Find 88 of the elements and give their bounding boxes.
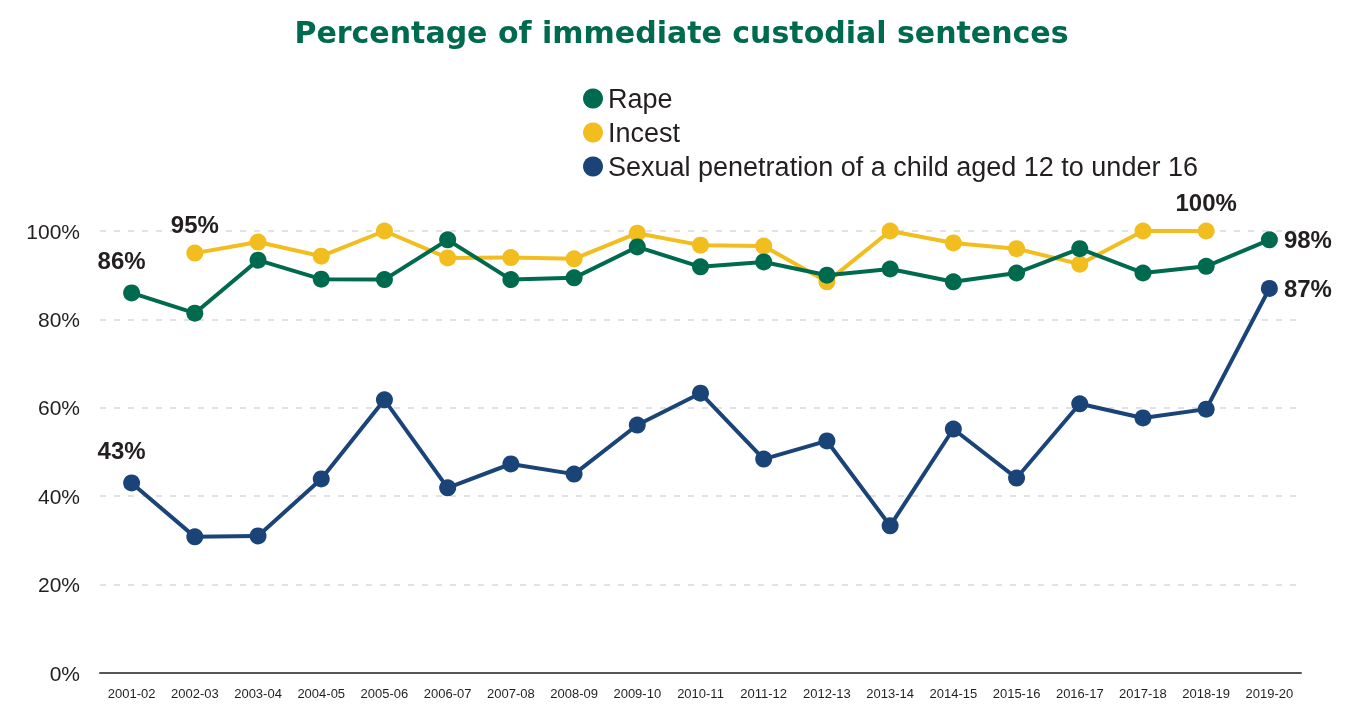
x-tick-label: 2011-12 xyxy=(740,686,788,701)
point xyxy=(186,244,204,262)
point xyxy=(375,222,393,240)
point xyxy=(1134,264,1152,282)
point xyxy=(1197,222,1215,240)
y-tick-label: 0% xyxy=(49,661,80,685)
point xyxy=(1071,395,1089,413)
y-tick-label: 20% xyxy=(37,573,80,597)
point xyxy=(123,474,141,492)
point xyxy=(123,284,141,302)
point xyxy=(1071,240,1089,258)
y-tick-label: 100% xyxy=(26,219,80,243)
x-tick-label: 2016-17 xyxy=(1055,686,1104,701)
point xyxy=(439,479,457,497)
point xyxy=(1008,469,1026,487)
point xyxy=(692,236,709,254)
point xyxy=(312,270,330,288)
point xyxy=(944,420,962,438)
point xyxy=(249,233,267,251)
chart-title: Percentage of immediate custodial sentences xyxy=(294,14,1069,50)
x-tick-label: 2009-10 xyxy=(613,686,662,701)
x-tick-label: 2013-14 xyxy=(866,686,914,701)
data-label: 43% xyxy=(97,436,146,464)
x-tick-label: 2010-11 xyxy=(677,686,724,701)
point xyxy=(1008,264,1026,282)
point xyxy=(628,238,646,256)
data-label: 100% xyxy=(1175,189,1237,216)
data-label: 87% xyxy=(1283,274,1332,302)
point xyxy=(312,470,330,488)
legend-label: Sexual penetration of a child aged 12 to under 16 xyxy=(608,151,1198,182)
point xyxy=(944,234,962,252)
x-tick-label: 2014-15 xyxy=(929,686,978,701)
y-tick-label: 60% xyxy=(37,396,80,420)
point xyxy=(755,450,773,468)
point xyxy=(881,222,899,240)
x-tick-label: 2008-09 xyxy=(550,686,598,701)
x-tick-label: 2015-16 xyxy=(992,686,1041,701)
x-tick-label: 2006-07 xyxy=(423,686,472,701)
point xyxy=(439,231,457,249)
point xyxy=(1008,240,1026,258)
point xyxy=(881,260,899,278)
x-tick-label: 2017-18 xyxy=(1119,686,1167,701)
point xyxy=(818,432,836,450)
point xyxy=(565,250,583,268)
point xyxy=(755,253,773,271)
point xyxy=(628,416,646,434)
point xyxy=(881,517,899,535)
x-tick-label: 2019-20 xyxy=(1245,686,1294,701)
x-tick-label: 2004-05 xyxy=(297,686,346,701)
point xyxy=(1197,400,1215,418)
x-tick-label: 2005-06 xyxy=(360,686,409,701)
point xyxy=(565,465,583,483)
x-tick-label: 2003-04 xyxy=(234,686,282,701)
x-tick-label: 2018-19 xyxy=(1182,686,1231,701)
y-tick-label: 80% xyxy=(37,307,80,331)
point xyxy=(439,249,457,267)
point xyxy=(375,391,393,409)
point xyxy=(249,251,267,269)
point xyxy=(818,266,836,284)
data-label: 86% xyxy=(97,246,146,274)
point xyxy=(502,271,520,289)
point xyxy=(1134,409,1152,427)
x-tick-label: 2012-13 xyxy=(803,686,851,701)
point xyxy=(186,304,204,322)
point xyxy=(502,249,520,267)
point xyxy=(1197,257,1215,275)
point xyxy=(944,273,962,291)
point xyxy=(502,455,520,473)
point xyxy=(249,527,267,545)
point xyxy=(375,271,393,289)
legend-label: Incest xyxy=(608,117,681,148)
point xyxy=(186,528,204,546)
x-tick-label: 2007-08 xyxy=(487,686,535,701)
point xyxy=(755,237,773,255)
legend-label: Rape xyxy=(608,83,673,114)
point xyxy=(1071,255,1089,273)
point xyxy=(1134,222,1152,240)
data-label: 95% xyxy=(170,211,219,239)
x-tick-label: 2002-03 xyxy=(170,686,219,701)
point xyxy=(692,384,709,402)
y-tick-label: 40% xyxy=(37,484,80,508)
point xyxy=(565,269,583,287)
point xyxy=(692,258,709,276)
point xyxy=(312,247,330,265)
data-label: 98% xyxy=(1283,226,1332,254)
x-tick-label: 2001-02 xyxy=(107,686,156,701)
point xyxy=(1260,279,1278,297)
point xyxy=(1260,231,1278,249)
